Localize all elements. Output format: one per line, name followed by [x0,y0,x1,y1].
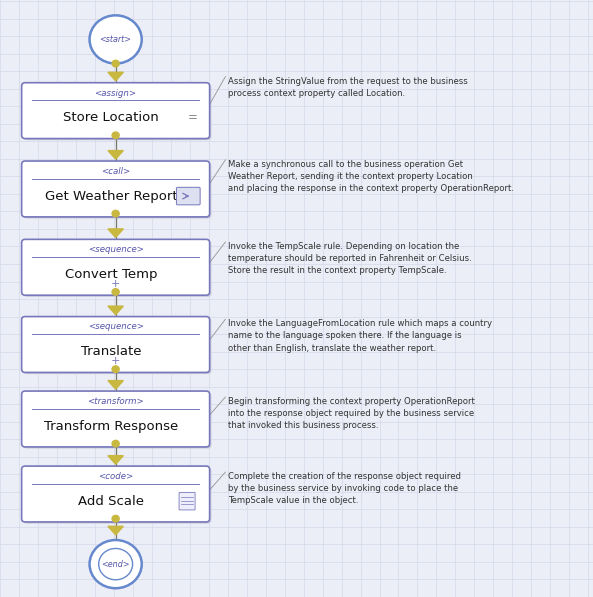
Text: +: + [111,279,120,288]
Text: Begin transforming the context property OperationReport
into the response object: Begin transforming the context property … [228,397,475,430]
Text: =: = [188,111,198,124]
Text: Transform Response: Transform Response [44,420,178,433]
FancyBboxPatch shape [24,241,211,297]
FancyBboxPatch shape [22,466,210,522]
Text: Store Location: Store Location [63,111,159,124]
Circle shape [112,132,119,139]
Polygon shape [108,72,123,81]
Circle shape [90,16,142,63]
Text: <end>: <end> [101,559,130,568]
Circle shape [112,60,119,67]
FancyBboxPatch shape [22,391,210,447]
Text: Add Scale: Add Scale [78,495,144,507]
Text: Translate: Translate [81,345,141,358]
Circle shape [112,288,119,295]
Text: Invoke the LanguageFromLocation rule which maps a country
name to the language s: Invoke the LanguageFromLocation rule whi… [228,319,492,353]
Circle shape [112,441,119,447]
FancyBboxPatch shape [24,84,211,140]
FancyBboxPatch shape [177,187,200,205]
Polygon shape [108,306,123,315]
Polygon shape [108,456,123,464]
Text: Convert Temp: Convert Temp [65,268,157,281]
Text: Get Weather Report: Get Weather Report [44,190,177,202]
FancyBboxPatch shape [24,467,211,524]
Polygon shape [108,150,123,159]
Polygon shape [108,381,123,389]
FancyBboxPatch shape [179,493,195,510]
Text: <code>: <code> [98,472,133,481]
Text: Complete the creation of the response object required
by the business service by: Complete the creation of the response ob… [228,472,461,506]
FancyBboxPatch shape [22,316,210,373]
FancyBboxPatch shape [24,393,211,448]
Circle shape [112,515,119,522]
FancyBboxPatch shape [22,239,210,295]
Circle shape [112,366,119,373]
Text: +: + [111,356,120,366]
Circle shape [112,210,119,217]
Text: <sequence>: <sequence> [88,245,144,254]
Text: <assign>: <assign> [94,88,137,98]
Text: <start>: <start> [100,35,132,44]
Text: Invoke the TempScale rule. Depending on location the
temperature should be repor: Invoke the TempScale rule. Depending on … [228,242,472,275]
Polygon shape [108,229,123,238]
Text: <call>: <call> [101,167,130,176]
Text: <transform>: <transform> [87,397,144,406]
Circle shape [98,549,133,580]
Text: Make a synchronous call to the business operation Get
Weather Report, sending it: Make a synchronous call to the business … [228,160,514,193]
FancyBboxPatch shape [22,83,210,139]
Text: Assign the StringValue from the request to the business
process context property: Assign the StringValue from the request … [228,76,468,98]
Polygon shape [108,527,123,535]
FancyBboxPatch shape [22,161,210,217]
FancyBboxPatch shape [24,318,211,374]
Text: <sequence>: <sequence> [88,322,144,331]
Circle shape [90,540,142,588]
FancyBboxPatch shape [24,162,211,219]
